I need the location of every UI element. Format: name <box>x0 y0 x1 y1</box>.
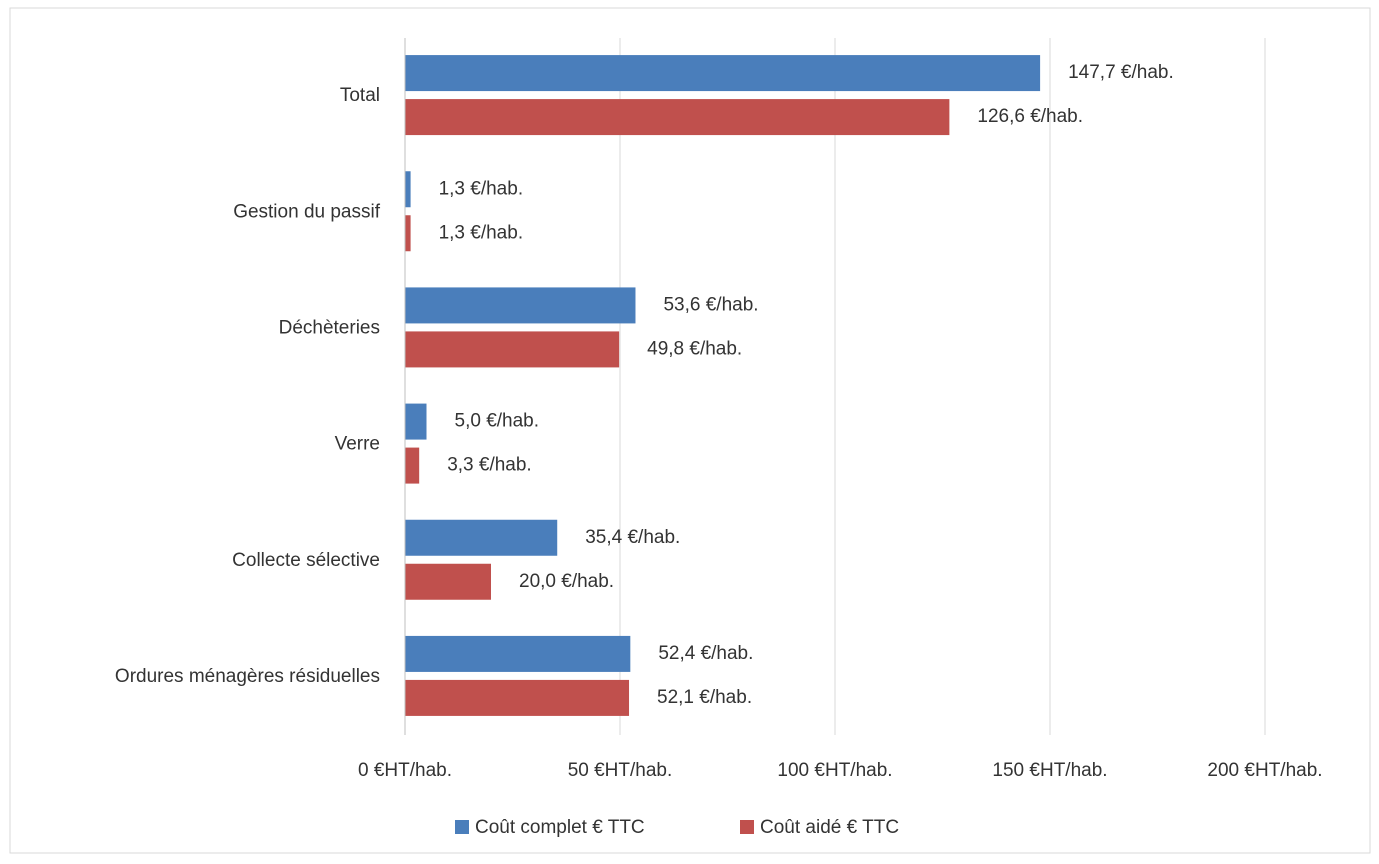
data-label: 52,1 €/hab. <box>657 687 752 708</box>
bar <box>405 403 427 440</box>
legend-label: Coût aidé € TTC <box>760 817 899 838</box>
y-tick-label: Ordures ménagères résiduelles <box>115 666 380 687</box>
data-label: 1,3 €/hab. <box>439 222 524 243</box>
bar <box>405 563 491 600</box>
data-label: 3,3 €/hab. <box>447 455 532 476</box>
data-label: 35,4 €/hab. <box>585 527 680 548</box>
y-tick-label: Total <box>340 85 380 106</box>
data-label: 126,6 €/hab. <box>977 106 1083 127</box>
data-label: 147,7 €/hab. <box>1068 62 1174 83</box>
y-tick-label: Collecte sélective <box>232 550 380 571</box>
bar <box>405 99 950 136</box>
bar <box>405 635 631 672</box>
bar <box>405 171 411 208</box>
x-tick-label: 0 €HT/hab. <box>358 760 452 781</box>
data-label: 1,3 €/hab. <box>439 178 524 199</box>
bar <box>405 55 1041 92</box>
data-label: 20,0 €/hab. <box>519 571 614 592</box>
legend-swatch <box>455 820 469 834</box>
x-tick-label: 200 €HT/hab. <box>1207 760 1322 781</box>
x-tick-label: 100 €HT/hab. <box>777 760 892 781</box>
y-tick-label: Déchèteries <box>279 317 380 338</box>
data-label: 49,8 €/hab. <box>647 338 742 359</box>
bar <box>405 519 558 556</box>
legend-swatch <box>740 820 754 834</box>
data-label: 5,0 €/hab. <box>455 411 540 432</box>
x-tick-label: 50 €HT/hab. <box>568 760 673 781</box>
data-label: 52,4 €/hab. <box>658 643 753 664</box>
y-tick-label: Verre <box>335 434 380 455</box>
x-tick-label: 150 €HT/hab. <box>992 760 1107 781</box>
bar <box>405 447 420 484</box>
y-tick-label: Gestion du passif <box>233 201 381 222</box>
bar <box>405 287 636 324</box>
legend-label: Coût complet € TTC <box>475 817 645 838</box>
bar <box>405 215 411 252</box>
bar <box>405 679 630 716</box>
data-label: 53,6 €/hab. <box>663 294 758 315</box>
chart-frame <box>9 7 1371 854</box>
bar <box>405 331 620 368</box>
